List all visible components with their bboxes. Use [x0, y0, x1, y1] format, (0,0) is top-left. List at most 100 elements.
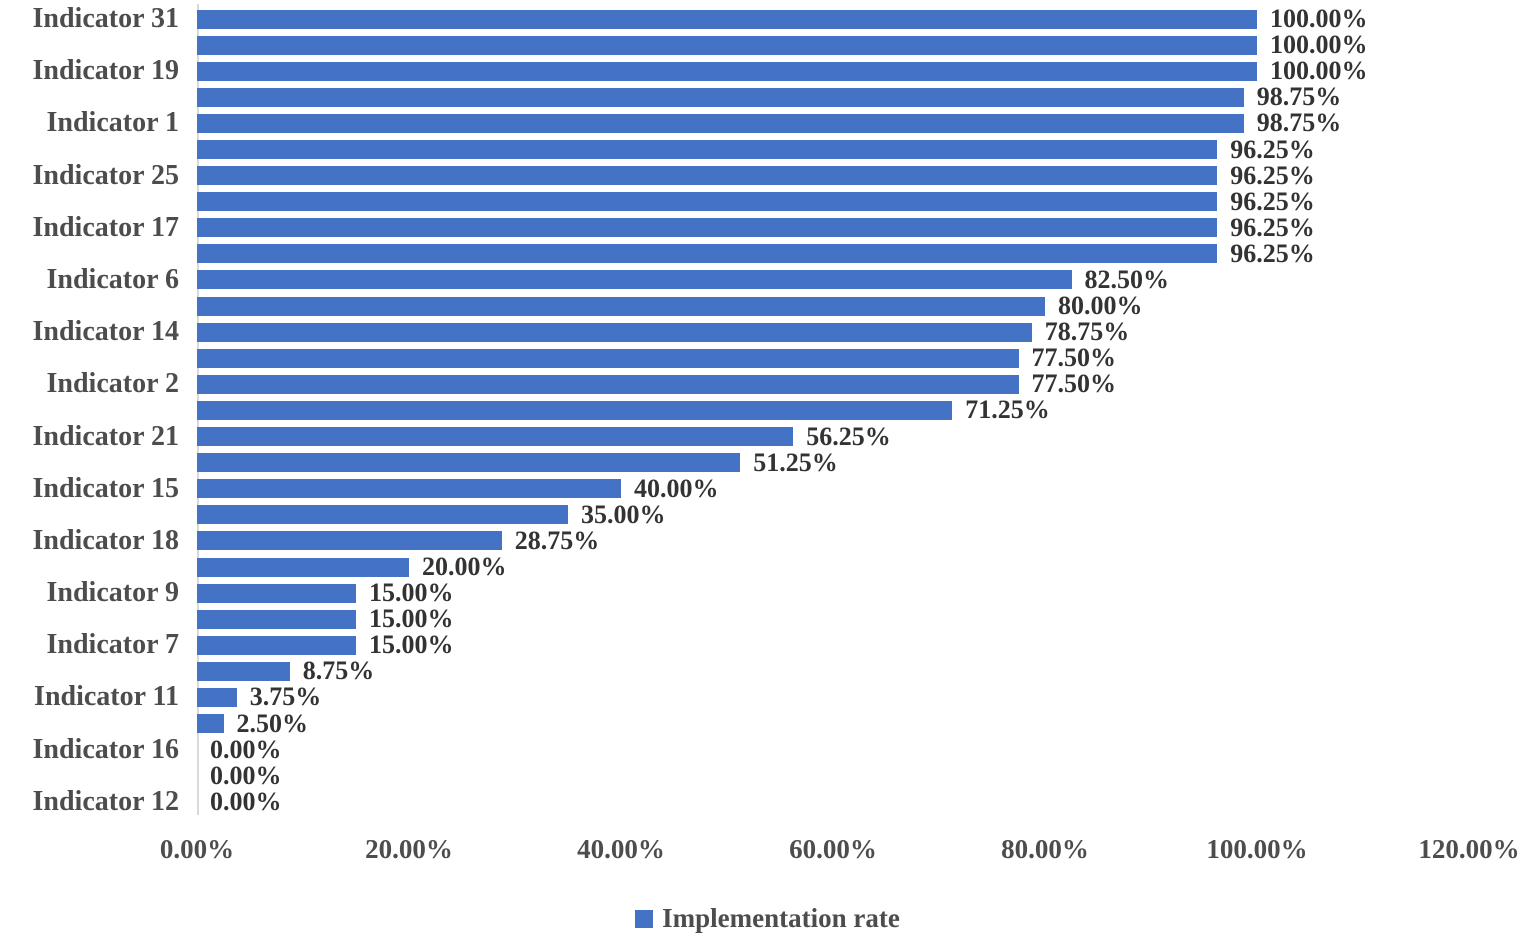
chart-row: Indicator 17 96.25% — [0, 211, 1535, 243]
bar-track: 15.00% — [197, 606, 1535, 632]
bar-track: 15.00% — [197, 632, 1535, 658]
category-label: Indicator 2 — [46, 368, 180, 400]
x-tick-label: 0.00% — [159, 834, 235, 864]
bar-value-label: 15.00% — [369, 604, 454, 634]
chart-row: 80.00% — [0, 293, 1535, 319]
bar-track: 8.75% — [197, 658, 1535, 684]
chart-row: Indicator 11 3.75% — [0, 681, 1535, 713]
bar-track: 96.25% — [197, 186, 1535, 216]
chart-row: 77.50% — [0, 345, 1535, 371]
bar — [197, 192, 1218, 212]
bar — [197, 296, 1045, 316]
category-label: Indicator 15 — [32, 472, 180, 504]
chart-row: 15.00% — [0, 606, 1535, 632]
bar — [197, 270, 1072, 290]
legend: Implementation rate — [0, 903, 1535, 934]
bar-value-label: 100.00% — [1270, 30, 1368, 60]
bar-value-label: 71.25% — [965, 395, 1050, 425]
bar-value-label: 96.25% — [1230, 186, 1315, 216]
chart-row: Indicator 19 100.00% — [0, 57, 1535, 85]
bar-track: 78.75% — [197, 319, 1535, 345]
bar-value-label: 51.25% — [753, 447, 838, 477]
bar — [197, 609, 356, 629]
bar-value-label: 28.75% — [514, 525, 600, 555]
chart-row: 20.00% — [0, 554, 1535, 580]
bar — [197, 140, 1218, 160]
bar — [197, 427, 794, 447]
category-label: Indicator 25 — [32, 159, 180, 191]
bar — [197, 714, 224, 734]
bar-track: 100.00% — [197, 58, 1535, 84]
bar — [197, 400, 953, 420]
chart-row: Indicator 12 0.00% — [0, 785, 1535, 817]
x-tick-label: 100.00% — [1206, 834, 1308, 864]
bar-track: 96.25% — [197, 162, 1535, 189]
category-label: Indicator 18 — [32, 524, 180, 556]
bar-value-label: 80.00% — [1058, 291, 1143, 321]
bar-track: 77.50% — [197, 371, 1535, 397]
bar-track: 77.50% — [197, 345, 1535, 371]
category-label: Indicator 17 — [32, 211, 180, 243]
bar-value-label: 78.75% — [1044, 317, 1130, 347]
category-label: Indicator 7 — [46, 629, 180, 661]
chart-row: Indicator 21 56.25% — [0, 420, 1535, 452]
chart-row: Indicator 1 98.75% — [0, 108, 1535, 138]
bar — [197, 557, 409, 577]
bar-track: 96.25% — [197, 238, 1535, 268]
bar — [197, 348, 1019, 368]
bar-value-label: 77.50% — [1031, 343, 1117, 373]
bar-value-label: 0.00% — [210, 786, 282, 816]
bar-value-label: 96.25% — [1230, 212, 1315, 242]
chart-row: Indicator 15 40.00% — [0, 472, 1535, 504]
chart-row: Indicator 6 82.50% — [0, 265, 1535, 293]
x-axis: 0.00% 20.00% 40.00% 60.00% 80.00% 100.00% 120.… — [0, 834, 1535, 870]
bar — [197, 35, 1257, 55]
bar-value-label: 98.75% — [1256, 108, 1342, 138]
chart-row: 8.75% — [0, 658, 1535, 684]
bar — [197, 374, 1019, 394]
category-label: Indicator 11 — [34, 681, 179, 713]
bar-value-label: 0.00% — [210, 734, 282, 764]
bar-track: 82.50% — [197, 266, 1535, 293]
bar-value-label: 96.25% — [1230, 238, 1315, 268]
x-tick-label: 120.00% — [1418, 834, 1520, 864]
category-label: Indicator 9 — [46, 577, 180, 609]
bar-track: 96.25% — [197, 136, 1535, 162]
bar-value-label: 2.50% — [236, 708, 309, 738]
bar — [197, 87, 1244, 107]
chart-row: Indicator 16 0.00% — [0, 734, 1535, 764]
bar — [197, 583, 356, 603]
bar-value-label: 56.25% — [806, 421, 891, 451]
x-tick-label: 60.00% — [789, 834, 877, 864]
bar-track: 40.00% — [197, 473, 1535, 503]
bar-value-label: 0.00% — [210, 760, 282, 790]
chart-row: 98.75% — [0, 84, 1535, 110]
bar — [197, 635, 356, 655]
bar — [197, 479, 621, 499]
bar-track: 15.00% — [197, 580, 1535, 606]
x-tick-label: 20.00% — [365, 834, 453, 864]
bar-value-label: 100.00% — [1270, 4, 1368, 34]
bar-value-label: 40.00% — [634, 473, 719, 503]
x-tick-label: 40.00% — [577, 834, 665, 864]
category-label: Indicator 21 — [32, 420, 180, 452]
chart-row: 71.25% — [0, 397, 1535, 423]
bar-value-label: 96.25% — [1230, 134, 1315, 164]
chart-rows: Indicator 31 100.00% 100.00% Indicator 19 10… — [0, 4, 1535, 817]
bar — [197, 9, 1257, 29]
bar — [197, 113, 1244, 133]
bar-track: 71.25% — [197, 397, 1535, 423]
chart-row: Indicator 9 15.00% — [0, 577, 1535, 609]
chart-row: Indicator 25 96.25% — [0, 159, 1535, 191]
bar-track: 28.75% — [197, 525, 1535, 555]
bar-track: 0.00% — [197, 786, 1535, 816]
chart-row: Indicator 14 78.75% — [0, 318, 1535, 346]
bar-track: 3.75% — [197, 684, 1535, 710]
category-label: Indicator 12 — [32, 785, 180, 817]
bar — [197, 453, 741, 473]
chart-row: 35.00% — [0, 501, 1535, 528]
bar-value-label: 77.50% — [1031, 369, 1117, 399]
x-tick-label: 80.00% — [1001, 834, 1089, 864]
bar-value-label: 15.00% — [369, 578, 454, 608]
